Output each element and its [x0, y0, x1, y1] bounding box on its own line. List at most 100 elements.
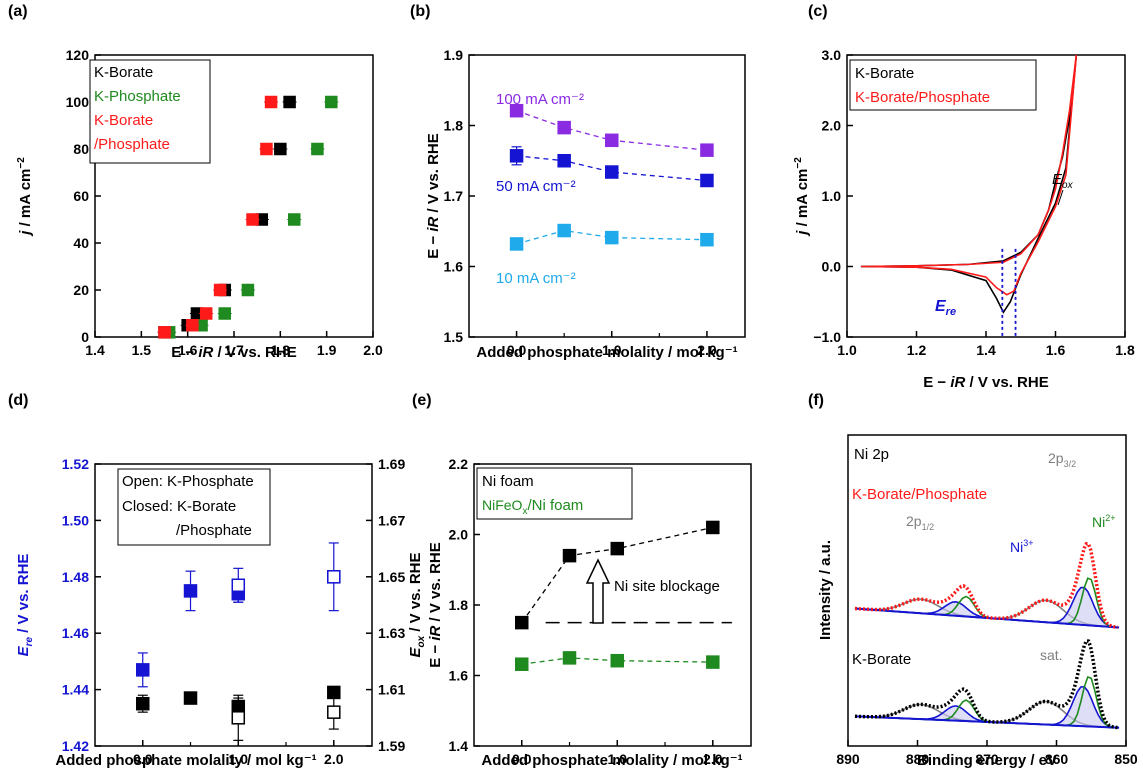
e-point-0	[515, 615, 529, 630]
b-point-1	[557, 154, 571, 168]
d-left-ytick-label: 1.50	[62, 512, 89, 528]
e-point-1	[515, 657, 529, 671]
c-eox-pointer	[1057, 189, 1064, 206]
panel-a: (a) 1.4 1.5 1.6 1.7 1.8 1.9 2.0 0 20 40 60 80 100 120…	[8, 3, 383, 361]
label-k-borate-phosphate: K-Borate/Phosphate	[852, 486, 987, 503]
a-point-k-borate-phosphate	[186, 319, 199, 332]
d-right-ytick-label: 1.63	[378, 625, 405, 641]
label-ni-2p: Ni 2p	[854, 446, 889, 463]
d-right-ytick-label: 1.65	[378, 569, 405, 585]
b-ytick-label: 1.9	[444, 47, 464, 63]
annotation-ni-site-blockage: Ni site blockage	[614, 578, 720, 595]
c-ytick-label: 2.0	[822, 118, 842, 134]
e-point-1	[706, 655, 720, 669]
d-point-3	[327, 705, 341, 719]
series-label-50: 50 mA cm⁻²	[496, 178, 576, 195]
legend-ni-foam: Ni foam	[482, 473, 534, 490]
b-line-1	[516, 155, 707, 182]
d-point-0	[136, 663, 150, 677]
e-point-0	[562, 548, 577, 563]
panel-e-label: (e)	[412, 392, 432, 409]
e-xtick-label: 2.0	[703, 751, 723, 767]
panel-a-xlabel: E − iR / V vs. RHE	[171, 344, 296, 361]
annotation-ere: Ere	[935, 298, 956, 318]
series-label-10: 10 mA cm⁻²	[496, 270, 576, 287]
b-point-1	[605, 165, 619, 179]
panel-a-legend-box	[89, 59, 211, 164]
panel-d-frame	[94, 463, 373, 747]
a-ytick-label: 0	[81, 329, 89, 345]
legend-k-borate: K-Borate	[94, 64, 153, 81]
panel-c-legend-box	[849, 59, 1037, 111]
b-point-2	[557, 223, 571, 238]
panel-a-label: (a)	[8, 3, 28, 20]
panel-d-legend: Open: K-Phosphate Closed: K-Borate /Phos…	[117, 468, 271, 546]
panel-e-ylabel: E − iR / V vs. RHE	[427, 542, 444, 667]
legend-c-k-borate: K-Borate	[855, 65, 914, 82]
b-line-2	[516, 229, 707, 245]
legend-k-phosphate: K-Phosphate	[94, 88, 181, 105]
a-xtick-label: 2.0	[363, 342, 383, 358]
label-ni3: Ni3+	[1010, 538, 1034, 555]
e-point-0	[706, 520, 720, 535]
legend-closed-line2: /Phosphate	[176, 522, 252, 539]
panel-c-ylabel: j / mA cm−2	[793, 157, 811, 237]
b-ytick-label: 1.8	[444, 118, 464, 134]
d-xtick-label: 1.0	[229, 751, 249, 767]
d-left-ytick-label: 1.42	[62, 738, 89, 754]
d-right-ytick-label: 1.59	[378, 738, 405, 754]
d-point-1	[327, 570, 341, 584]
b-point-1	[700, 173, 714, 188]
f-bottom-background	[854, 715, 1120, 729]
a-point-k-borate	[274, 142, 287, 156]
b-point-2	[700, 232, 714, 247]
f-bottom-fill-blue2	[855, 686, 1119, 728]
f-top-data	[854, 541, 1118, 630]
d-point-0	[183, 584, 198, 598]
e-ytick-label: 1.6	[449, 668, 469, 684]
a-point-k-phosphate	[311, 142, 324, 156]
legend-nifeox: NiFeOx/Ni foam	[482, 497, 583, 517]
e-ytick-label: 2.0	[449, 527, 469, 543]
b-xtick-label: 0.0	[507, 342, 527, 358]
panel-d-ylabel-left: Ere / V vs. RHE	[15, 554, 35, 657]
b-ytick-label: 1.6	[444, 259, 464, 275]
panel-d: (d) 0.0 1.0 2.0 1.42 1.44 1.46 1.48 1.50 1.52 1.5…	[8, 392, 427, 769]
legend-k-borate-phosphate-line1: K-Borate	[94, 112, 153, 129]
f-xtick-label: 860	[1045, 751, 1069, 767]
d-right-ytick-label: 1.61	[378, 682, 405, 698]
e-ytick-label: 1.4	[449, 738, 469, 754]
label-ni2: Ni2+	[1092, 513, 1116, 530]
e-xtick-label: 0.0	[512, 751, 532, 767]
panel-c-label: (c)	[808, 3, 828, 20]
f-xtick-label: 890	[836, 751, 860, 767]
label-k-borate: K-Borate	[852, 651, 911, 668]
d-right-ytick-label: 1.69	[378, 456, 405, 472]
a-xtick-label: 1.5	[132, 342, 152, 358]
a-xtick-label: 1.9	[317, 342, 337, 358]
d-right-ytick-label: 1.67	[378, 512, 405, 528]
legend-c-k-borate-phosphate: K-Borate/Phosphate	[855, 89, 990, 106]
b-ytick-label: 1.5	[444, 329, 464, 345]
a-point-k-phosphate	[287, 213, 301, 226]
e-line-1	[521, 657, 713, 665]
d-left-ytick-label: 1.46	[62, 625, 89, 641]
panel-d-ylabel-right: Eox / V vs. RHE	[407, 552, 427, 657]
b-point-0	[605, 133, 619, 148]
panel-f-ylabel: Intensity / a.u.	[817, 540, 834, 640]
d-point-2	[183, 691, 198, 705]
a-point-k-phosphate	[241, 283, 255, 297]
panel-f-xlabel: Binding energy / eV	[917, 752, 1057, 769]
panel-e-legend: Ni foam NiFeOx/Ni foam	[476, 467, 633, 520]
a-ytick-label: 100	[66, 94, 90, 110]
panel-b-label: (b)	[410, 3, 430, 20]
e-xtick-label: 1.0	[608, 751, 628, 767]
panel-e-legend-box	[476, 467, 633, 520]
c-curve-k-borate-phosphate	[860, 54, 1078, 296]
label-2p12: 2p1/2	[906, 513, 934, 532]
panel-b-ylabel: E − iR / V vs. RHE	[425, 133, 442, 258]
panel-b: (b) 0.0 1.0 2.0 1.5 1.6 1.7 1.8 1.9 100 mA cm⁻²…	[410, 3, 746, 361]
d-left-ytick-label: 1.44	[62, 682, 89, 698]
panel-a-legend: K-Borate K-Phosphate K-Borate /Phosphate	[89, 59, 211, 164]
f-bottom-data	[854, 639, 1118, 730]
